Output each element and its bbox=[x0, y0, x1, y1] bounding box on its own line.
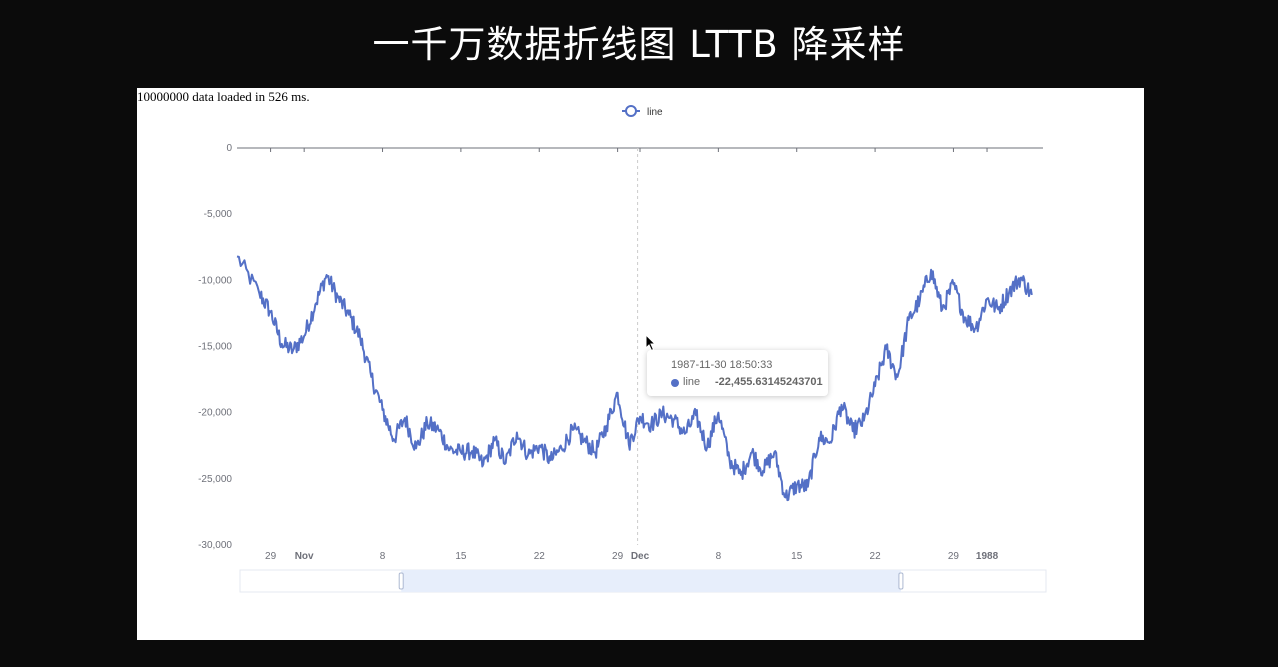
tooltip-series-name: line bbox=[683, 376, 701, 388]
x-tick-label: 29 bbox=[948, 551, 960, 562]
x-tick-label: 15 bbox=[455, 551, 467, 562]
tooltip-series-marker-icon bbox=[671, 379, 679, 387]
legend-circle-icon[interactable] bbox=[625, 105, 637, 117]
x-tick-label: 22 bbox=[534, 551, 546, 562]
y-tick-label: -20,000 bbox=[198, 408, 232, 419]
chart-panel: 10000000 data loaded in 526 ms. line 0 -5… bbox=[137, 88, 1144, 640]
zoom-selected-range[interactable] bbox=[401, 570, 901, 592]
x-tick-label: 8 bbox=[380, 551, 386, 562]
x-tick-label: 29 bbox=[265, 551, 277, 562]
y-axis: 0 -5,000 -10,000 -15,000 -20,000 -25,000 -30,0… bbox=[198, 143, 232, 551]
x-tick-label: 1988 bbox=[976, 551, 999, 562]
zoom-start-handle[interactable] bbox=[398, 572, 404, 590]
series-line[interactable] bbox=[236, 255, 1033, 502]
x-tick-label: 15 bbox=[791, 551, 803, 562]
x-tick-label: 22 bbox=[870, 551, 882, 562]
legend[interactable]: line bbox=[622, 105, 663, 118]
mouse-cursor-icon bbox=[645, 334, 657, 352]
line-chart[interactable]: line 0 -5,000 -10,000 -15,000 -20,000 -25,000… bbox=[137, 88, 1144, 640]
banner-title: 一千万数据折线图 LTTB 降采样 bbox=[372, 23, 906, 66]
x-tick-label: Dec bbox=[631, 551, 650, 562]
tooltip-value: -22,455.63145243701 bbox=[715, 376, 823, 388]
tooltip: 1987-11-30 18:50:33 line -22,455.6314524… bbox=[647, 350, 828, 396]
zoom-end-handle[interactable] bbox=[898, 572, 904, 590]
y-tick-label: -5,000 bbox=[204, 209, 233, 220]
load-status-text: 10000000 data loaded in 526 ms. bbox=[137, 89, 310, 104]
tooltip-time: 1987-11-30 18:50:33 bbox=[671, 359, 773, 371]
y-tick-label: -10,000 bbox=[198, 275, 232, 286]
legend-label[interactable]: line bbox=[647, 107, 663, 118]
y-tick-label: -25,000 bbox=[198, 474, 232, 485]
x-tick-label: 29 bbox=[612, 551, 624, 562]
x-tick-label: Nov bbox=[295, 551, 314, 562]
x-tick-label: 8 bbox=[716, 551, 722, 562]
x-axis: 29 Nov 8 15 22 29 Dec 8 15 22 29 1988 bbox=[237, 147, 1043, 562]
y-tick-label: -30,000 bbox=[198, 540, 232, 551]
y-tick-label: 0 bbox=[226, 143, 232, 154]
data-zoom-slider[interactable] bbox=[239, 569, 1047, 593]
y-tick-label: -15,000 bbox=[198, 342, 232, 353]
